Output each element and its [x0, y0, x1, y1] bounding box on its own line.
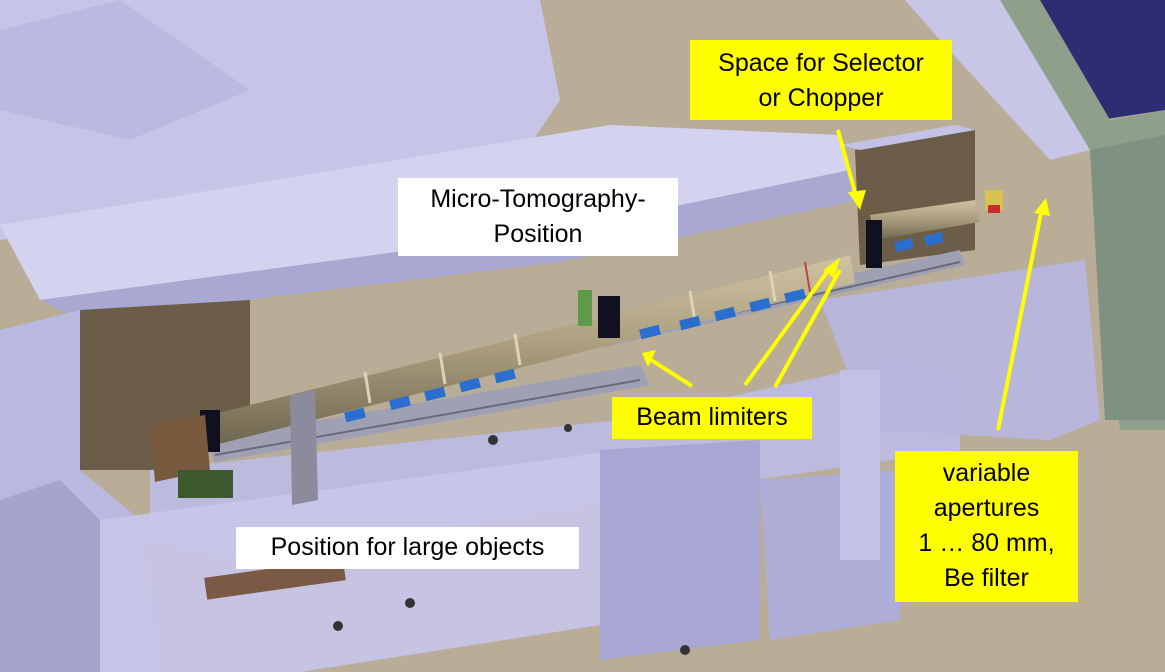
beam-tube-ring	[768, 270, 777, 302]
dark-background	[1030, 0, 1165, 120]
apertures-callout-line2: apertures	[933, 494, 1040, 522]
floor-hole	[333, 621, 343, 631]
beam-tube-ring	[804, 261, 811, 293]
selector-housing-top	[840, 125, 975, 150]
selector-callout-line2: or Chopper	[758, 84, 884, 112]
right-wall-side	[1090, 135, 1165, 420]
micro-tomography-callout-line1: Micro-Tomography-	[430, 185, 646, 213]
callout-arrows	[642, 129, 1050, 431]
beam-limiters-callout-text: Beam limiters	[636, 403, 788, 431]
beam-tube-ring	[513, 333, 522, 366]
micro-tomography-callout: Micro-Tomography- Position	[398, 178, 678, 256]
shielding-right-column	[840, 370, 880, 560]
selector-callout-line1: Space for Selector	[718, 49, 924, 77]
micro-tomo-stage	[578, 290, 592, 326]
beam-tube-rear	[870, 200, 980, 240]
apertures-callout: variable apertures 1 … 80 mm, Be filter	[895, 451, 1078, 602]
beam-limiter-frame	[866, 220, 882, 268]
apertures-callout-line1: variable	[942, 459, 1031, 487]
beam-tube-ring	[688, 290, 697, 322]
large-objects-callout-text: Position for large objects	[270, 533, 545, 561]
right-end-component-red	[988, 205, 1000, 213]
sample-box	[150, 415, 210, 482]
apertures-callout-line4: Be filter	[944, 564, 1029, 592]
beam-tube-ring	[438, 352, 447, 385]
floor-hole	[680, 645, 690, 655]
beam-tube	[210, 255, 855, 445]
floor-hole	[564, 424, 572, 432]
apertures-callout-line3: 1 … 80 mm,	[918, 529, 1055, 557]
beam-tube-ring	[363, 371, 372, 404]
large-objects-callout: Position for large objects	[236, 527, 579, 569]
shielding-right-block	[820, 260, 1100, 440]
shielding-bed-side	[600, 440, 760, 660]
beam-limiter-frame	[598, 296, 620, 338]
micro-tomography-callout-line2: Position	[493, 220, 583, 248]
shielding-block-top-left	[0, 0, 250, 140]
floor-hole	[405, 598, 415, 608]
floor-hole	[488, 435, 498, 445]
rail-line	[214, 379, 641, 456]
selector-callout: Space for Selector or Chopper	[690, 40, 952, 120]
sample-base	[178, 470, 233, 498]
beam-limiters-callout: Beam limiters	[612, 397, 812, 439]
support-pillar	[290, 390, 318, 505]
filter-plates	[344, 231, 944, 423]
shielding-left-shadow	[0, 480, 100, 672]
